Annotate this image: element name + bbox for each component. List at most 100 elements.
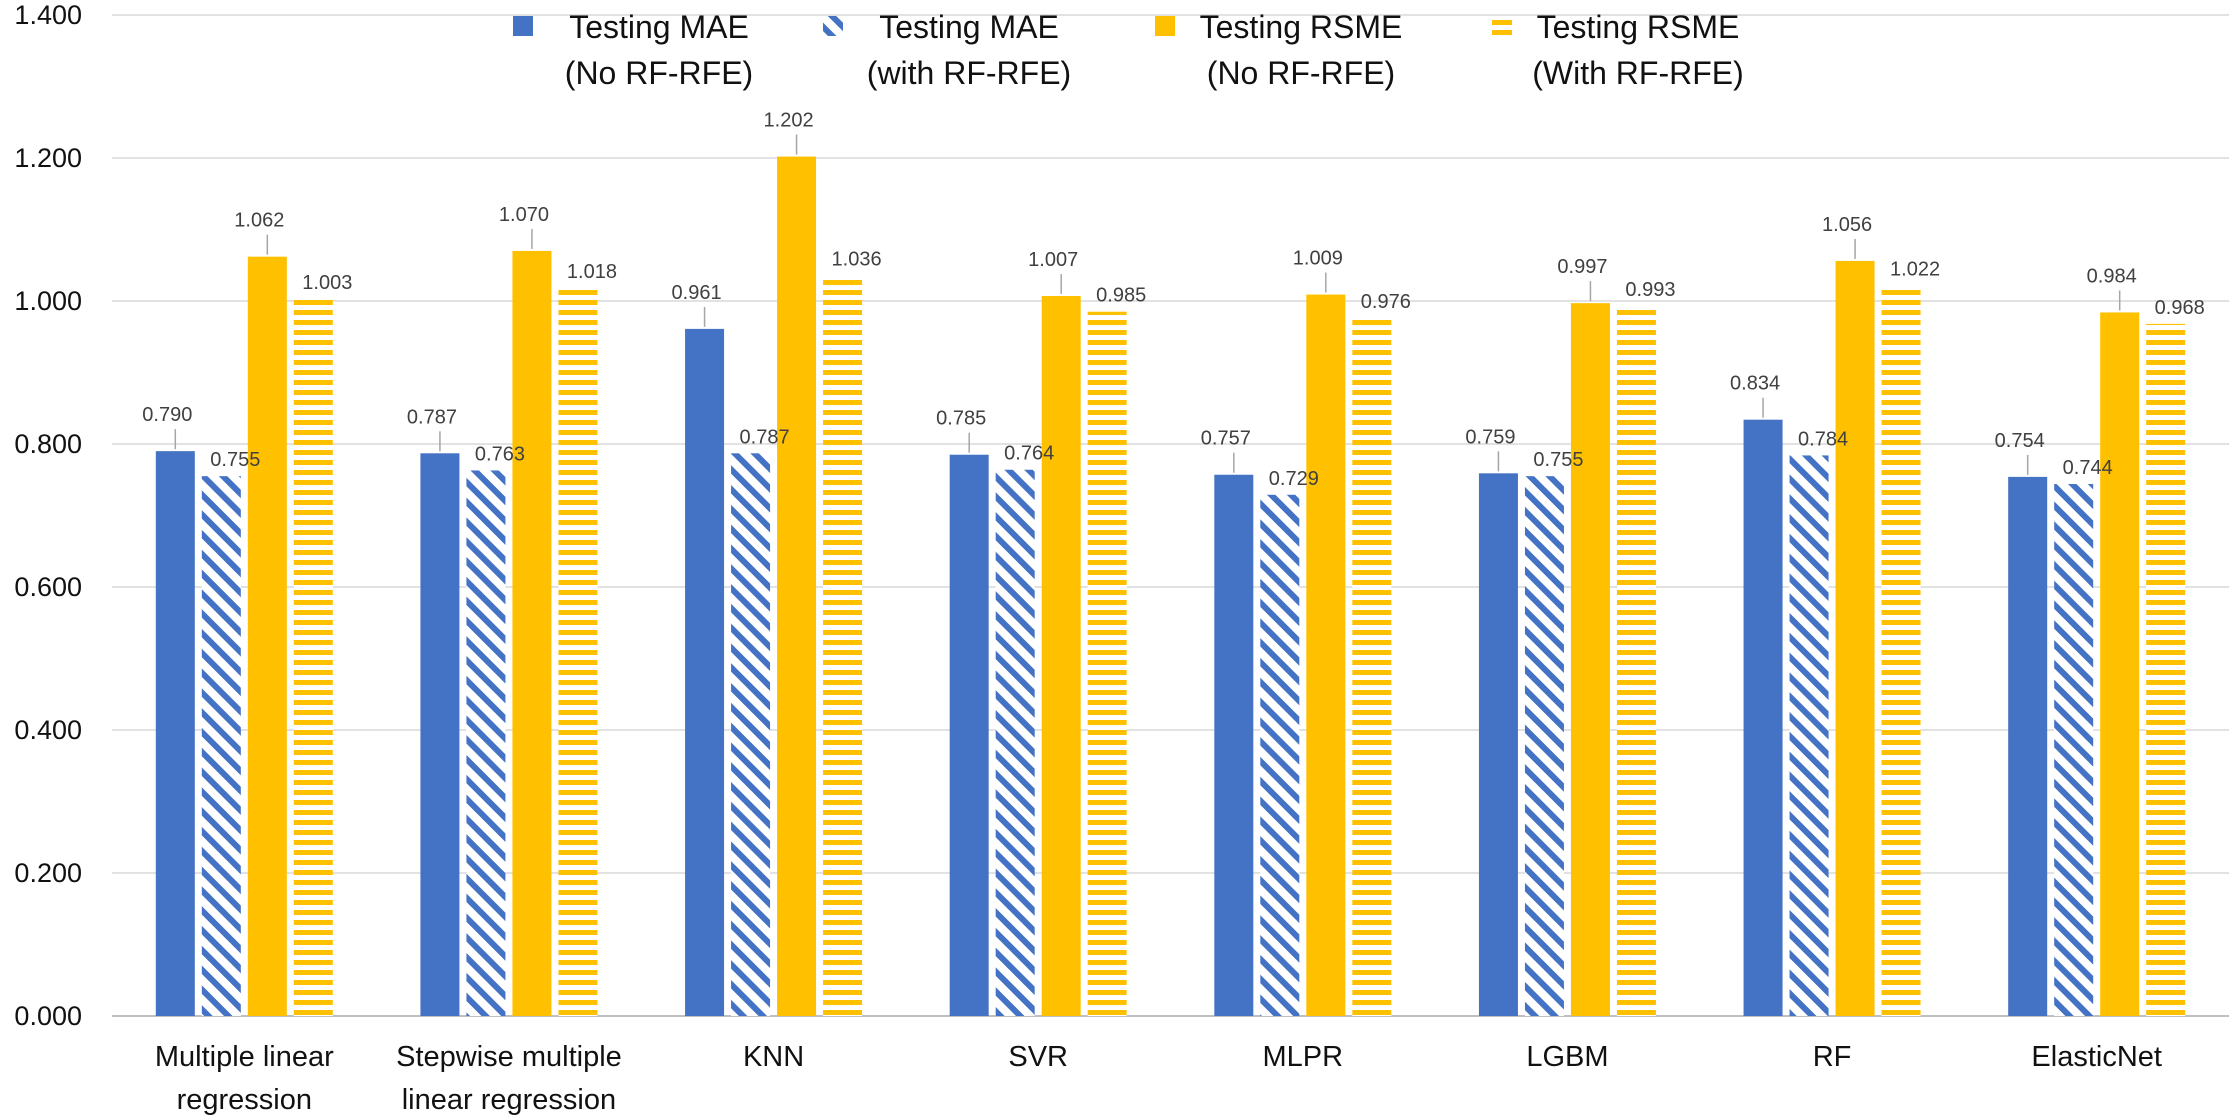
- data-label: 0.764: [1004, 443, 1054, 465]
- legend-label: (No RF-RFE): [1207, 55, 1395, 91]
- bar-4: [1352, 318, 1392, 1016]
- bar-1: [1743, 419, 1783, 1016]
- bar-2: [201, 476, 241, 1016]
- data-label: 0.834: [1730, 373, 1780, 395]
- x-tick-label: regression: [177, 1084, 312, 1116]
- data-label: 0.968: [2155, 297, 2205, 319]
- data-label: 0.997: [1557, 256, 1607, 278]
- data-label: 0.755: [1533, 449, 1583, 471]
- x-axis: Multiple linear regression Stepwise multip…: [155, 1041, 2162, 1116]
- legend-item: Testing RSME (With RF-RFE): [1492, 9, 1744, 91]
- bar-2: [1789, 455, 1829, 1016]
- x-tick-label: Stepwise multiple: [396, 1041, 622, 1073]
- y-tick-label: 0.400: [14, 715, 82, 745]
- y-tick-label: 0.600: [14, 572, 82, 602]
- bar-2: [466, 470, 506, 1017]
- data-labels: 0.790 0.755 1.062 1.003 0.787 0.763 1.070 1.018…: [142, 110, 2204, 490]
- bar-4: [823, 275, 863, 1016]
- bar-3: [2100, 312, 2140, 1016]
- x-tick-label: SVR: [1008, 1041, 1068, 1073]
- bar-2: [1260, 494, 1300, 1016]
- bar-1: [949, 454, 989, 1017]
- data-label: 0.787: [740, 426, 790, 448]
- legend: Testing MAE (No RF-RFE) Testing MAE (with R…: [513, 9, 1744, 91]
- x-tick-label: ElasticNet: [2031, 1041, 2162, 1073]
- y-tick-label: 1.400: [14, 0, 82, 30]
- bar-2: [2054, 484, 2094, 1016]
- data-label: 0.763: [475, 443, 525, 465]
- bar-2: [1524, 476, 1564, 1016]
- data-label: 1.056: [1822, 214, 1872, 236]
- bar-2: [731, 453, 771, 1016]
- bar-3: [1835, 260, 1875, 1017]
- bar-4: [1616, 306, 1656, 1016]
- data-label: 0.785: [936, 408, 986, 430]
- data-label: 0.729: [1269, 468, 1319, 490]
- bar-3: [1306, 294, 1346, 1016]
- bar-1: [2008, 476, 2048, 1016]
- bar-2: [995, 469, 1035, 1016]
- y-tick-label: 0.000: [14, 1001, 82, 1031]
- data-label: 0.755: [210, 449, 260, 471]
- data-label: 0.757: [1201, 428, 1251, 450]
- bar-1: [420, 453, 460, 1016]
- data-label: 1.036: [832, 248, 882, 270]
- legend-item: Testing MAE (with RF-RFE): [823, 9, 1071, 91]
- bar-1: [1214, 474, 1254, 1016]
- x-tick-label: RF: [1813, 1041, 1852, 1073]
- data-label: 0.754: [1995, 430, 2045, 452]
- bar-3: [777, 156, 817, 1016]
- data-label: 0.787: [407, 406, 457, 428]
- data-label: 0.976: [1361, 291, 1411, 313]
- bar-4: [1881, 285, 1921, 1016]
- legend-label: Testing RSME: [1200, 9, 1403, 45]
- legend-item: Testing MAE (No RF-RFE): [513, 9, 753, 91]
- data-label: 0.744: [2063, 457, 2113, 479]
- legend-swatch: [1492, 16, 1512, 36]
- legend-label: Testing MAE: [569, 9, 749, 45]
- bar-1: [1478, 473, 1518, 1016]
- data-label: 0.993: [1625, 279, 1675, 301]
- legend-label: (with RF-RFE): [867, 55, 1071, 91]
- bar-4: [2146, 323, 2186, 1016]
- y-axis: 0.000 0.200 0.400 0.600 0.800 1.000 1.200 1.400: [14, 0, 82, 1031]
- bar-3: [247, 256, 287, 1016]
- bar-3: [512, 250, 552, 1016]
- data-label: 1.022: [1890, 258, 1940, 280]
- x-tick-label: linear regression: [402, 1084, 616, 1116]
- bar-3: [1570, 303, 1610, 1016]
- x-tick-label: KNN: [743, 1041, 804, 1073]
- legend-swatch: [1155, 16, 1175, 36]
- bar-4: [1087, 311, 1127, 1017]
- x-tick-label: Multiple linear: [155, 1041, 334, 1073]
- y-tick-label: 0.800: [14, 429, 82, 459]
- legend-label: Testing MAE: [879, 9, 1059, 45]
- data-label: 1.202: [764, 110, 814, 132]
- data-label: 1.018: [567, 261, 617, 283]
- legend-label: (With RF-RFE): [1532, 55, 1744, 91]
- bar-1: [155, 451, 195, 1016]
- bar-1: [685, 328, 725, 1016]
- data-label: 1.062: [234, 210, 284, 232]
- legend-swatch: [513, 16, 533, 36]
- data-label: 0.961: [672, 282, 722, 304]
- bar-3: [1041, 295, 1081, 1016]
- y-tick-label: 0.200: [14, 858, 82, 888]
- data-label: 0.790: [142, 404, 192, 426]
- x-tick-label: MLPR: [1263, 1041, 1344, 1073]
- data-label: 0.985: [1096, 285, 1146, 307]
- legend-item: Testing RSME (No RF-RFE): [1155, 9, 1402, 91]
- data-label: 0.984: [2087, 265, 2137, 287]
- data-label: 1.070: [499, 204, 549, 226]
- bar-4: [558, 288, 598, 1016]
- data-label: 0.759: [1465, 426, 1515, 448]
- gridlines: [112, 14, 2229, 1017]
- data-label: 1.009: [1293, 248, 1343, 270]
- data-label: 0.784: [1798, 428, 1848, 450]
- legend-label: (No RF-RFE): [565, 55, 753, 91]
- bar-4: [293, 298, 333, 1017]
- data-label: 1.007: [1028, 249, 1078, 271]
- bars: [155, 156, 2186, 1017]
- y-tick-label: 1.000: [14, 286, 82, 316]
